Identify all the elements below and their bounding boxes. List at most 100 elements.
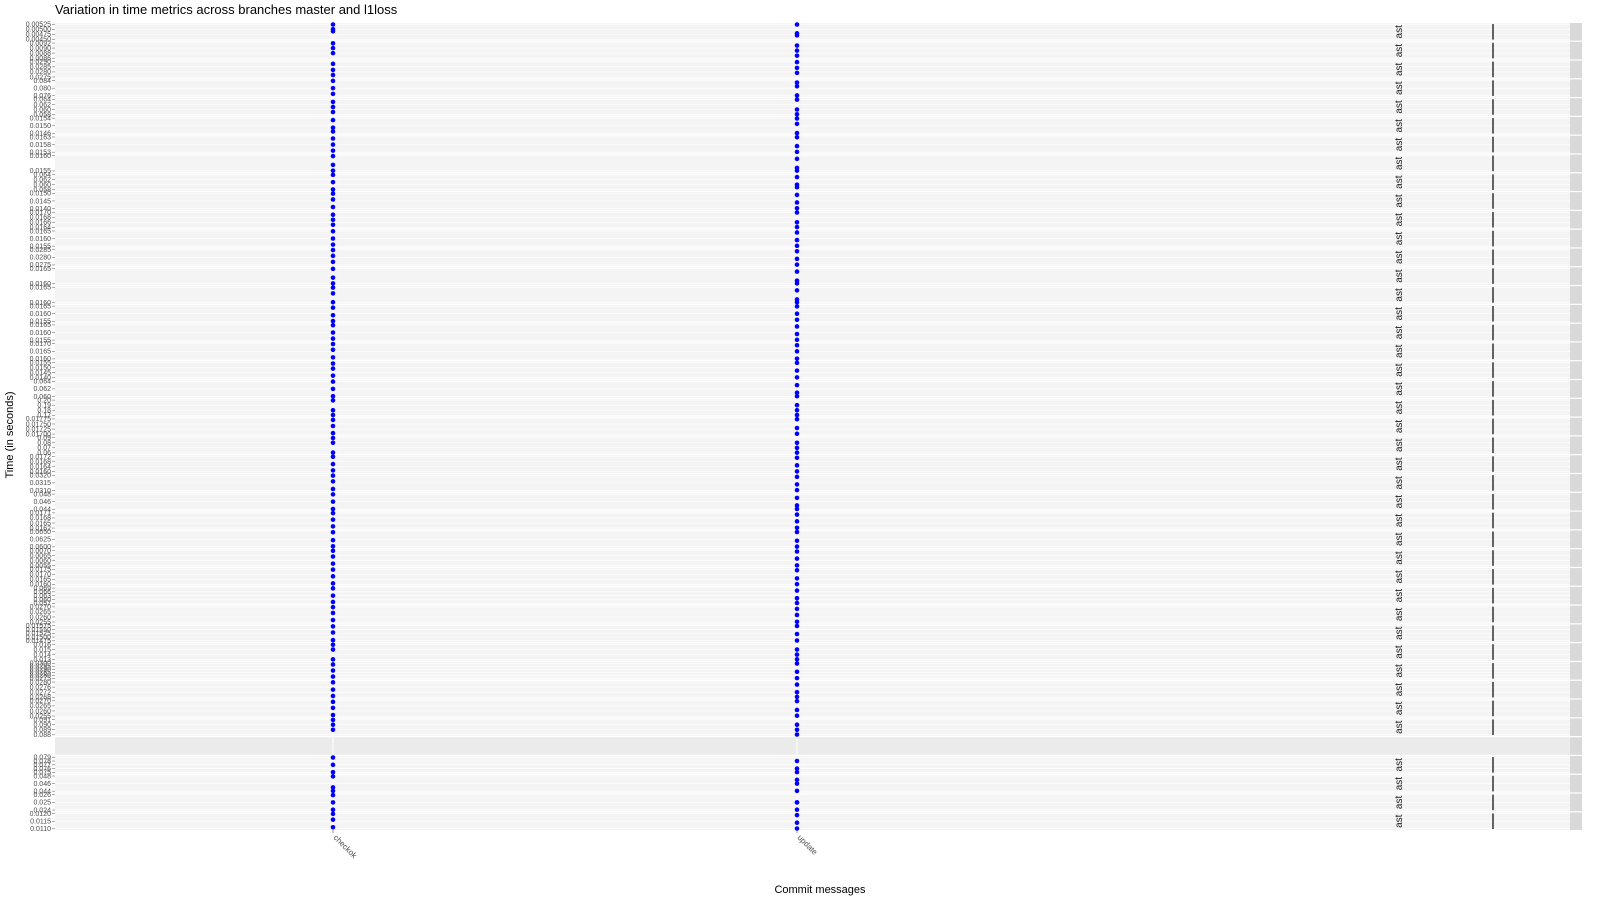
data-point — [330, 554, 336, 559]
data-point — [794, 134, 800, 140]
data-point — [794, 682, 800, 687]
facet-strip — [1570, 398, 1582, 417]
data-point — [330, 22, 336, 27]
facet-label-text: ast — [1394, 119, 1405, 133]
y-tick-label: 0.0270 — [30, 698, 52, 705]
facet-label-text: ast — [1394, 326, 1405, 340]
y-tick-label: 0.0275 — [30, 262, 52, 269]
facet-strip — [1570, 511, 1582, 530]
facet-label-text: ast — [1394, 438, 1405, 452]
facet-label-text: ast — [1394, 570, 1405, 584]
facet-label-text: ast — [1394, 457, 1405, 471]
facet-strip — [1570, 116, 1582, 135]
data-point — [794, 416, 800, 422]
facet-strip — [1570, 492, 1582, 511]
y-tick-label: 0.0110 — [30, 826, 51, 833]
panel-background — [55, 718, 1570, 737]
facet-label-text: ast — [1394, 758, 1405, 772]
data-point — [794, 107, 800, 112]
data-point — [794, 382, 800, 388]
data-point — [794, 567, 800, 573]
facet-strip — [1570, 135, 1582, 154]
y-tick-label: 0.0090 — [30, 45, 52, 52]
data-point — [794, 544, 800, 549]
y-tick-label: 0.0300 — [30, 661, 52, 668]
y-tick-label: 0.0165 — [30, 266, 52, 273]
data-point — [794, 512, 800, 517]
data-point — [794, 800, 800, 805]
data-point — [794, 638, 800, 643]
data-point — [794, 820, 800, 826]
facet-label-text: ast — [1394, 814, 1405, 828]
y-tick-label: 0.024 — [33, 807, 51, 814]
y-tick-label: 0.0086 — [30, 55, 52, 62]
data-point — [794, 623, 800, 629]
y-tick-label: 0.0158 — [30, 142, 52, 149]
data-point — [330, 104, 336, 110]
y-tick-label: 0.0285 — [30, 247, 52, 254]
y-tick-label: 0.084 — [33, 78, 51, 85]
panel-background — [55, 417, 1570, 436]
facet-label-text: ast — [1394, 664, 1405, 678]
data-point — [794, 192, 800, 198]
y-tick-label: 0.0065 — [30, 553, 52, 560]
y-tick-label: 0.058 — [33, 187, 51, 194]
data-point — [794, 375, 800, 380]
data-point — [794, 529, 800, 535]
facet-strip — [1570, 79, 1582, 97]
y-tick-label: 0.0265 — [30, 609, 52, 616]
data-point — [794, 669, 800, 675]
data-point — [330, 642, 336, 648]
data-point — [330, 785, 336, 790]
y-tick-label: 0.014 — [33, 652, 51, 659]
facet-strip — [1570, 417, 1582, 436]
y-tick-label: 0.00525 — [26, 22, 51, 29]
facet-label-text: ast — [1394, 645, 1405, 659]
data-point — [330, 657, 336, 662]
data-point — [330, 393, 336, 399]
y-tick-label: 0.0170 — [30, 572, 52, 579]
data-point — [330, 727, 336, 733]
panel-background — [55, 361, 1570, 379]
panel-background — [55, 154, 1570, 173]
data-point — [794, 777, 800, 783]
data-point — [794, 70, 800, 76]
y-tick-label: 0.0285 — [30, 64, 52, 71]
facet-label-text: ast — [1394, 683, 1405, 697]
data-point — [794, 130, 800, 136]
data-point — [794, 407, 800, 413]
data-point — [330, 792, 336, 798]
facet-label-text: ast — [1394, 344, 1405, 358]
data-point — [794, 440, 800, 446]
y-tick-label: 0.17 — [37, 413, 51, 420]
panel-background — [55, 455, 1570, 473]
y-tick-label: 0.016 — [33, 642, 51, 649]
data-point — [330, 148, 336, 153]
facet-strip — [1570, 737, 1582, 755]
y-tick-label: 0.00475 — [26, 32, 51, 39]
data-point — [330, 153, 336, 159]
y-tick-label: 0.0290 — [30, 59, 52, 66]
data-point — [330, 524, 336, 529]
data-point — [794, 65, 800, 71]
facet-strip — [1570, 380, 1582, 398]
data-point — [330, 217, 336, 223]
facet-label-text: ast — [1394, 720, 1405, 734]
data-point — [330, 624, 336, 629]
data-point — [794, 80, 800, 85]
y-tick-label: 0.0295 — [30, 664, 52, 671]
facet-label-text: ast — [1394, 213, 1405, 227]
facet-strip — [1570, 342, 1582, 361]
y-tick-label: 0.0280 — [30, 673, 52, 680]
y-tick-label: 0.0150 — [30, 365, 52, 372]
y-tick-label: 0.0150 — [30, 123, 52, 130]
data-point — [794, 707, 800, 713]
y-tick-label: 0.0146 — [30, 131, 52, 138]
y-tick-label: 0.0165 — [30, 520, 52, 527]
data-point — [794, 356, 800, 361]
facet-strip — [1570, 586, 1582, 605]
y-tick-label: 0.0163 — [30, 134, 52, 141]
data-point — [330, 430, 336, 436]
data-point — [794, 722, 800, 727]
